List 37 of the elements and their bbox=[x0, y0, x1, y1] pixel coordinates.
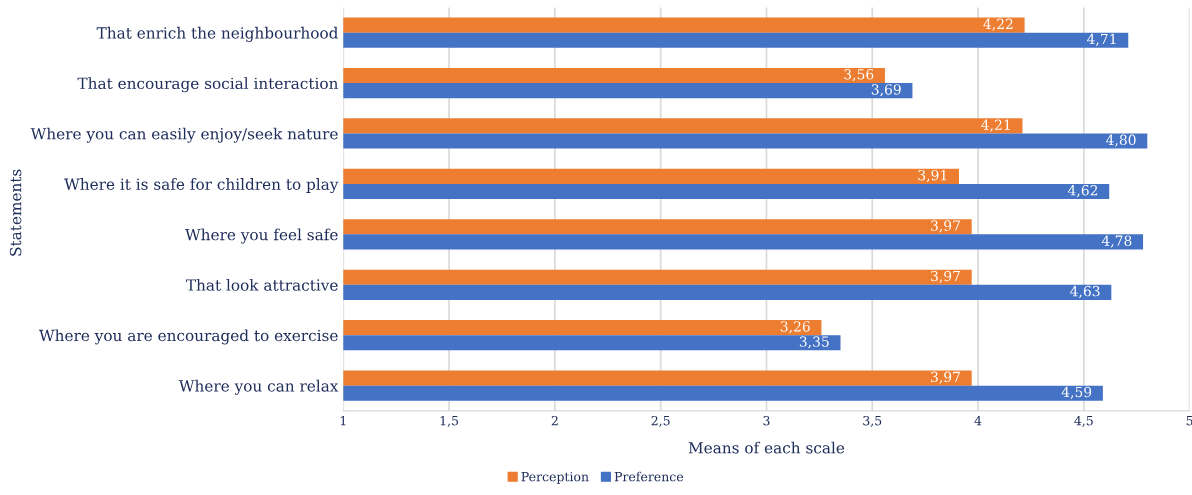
data-label: 4,63 bbox=[1070, 285, 1100, 299]
data-label: 3,97 bbox=[931, 270, 960, 283]
data-label: 4,78 bbox=[1101, 235, 1132, 248]
y-tick-label: That enrich the neighbourhood bbox=[96, 26, 338, 42]
y-tick-label: Where it is safe for children to play bbox=[64, 178, 339, 194]
x-tick-label: 4,5 bbox=[1074, 415, 1093, 427]
x-tick-label: 5 bbox=[1186, 416, 1192, 426]
data-label: 4,21 bbox=[981, 119, 1010, 132]
data-label: 4,22 bbox=[983, 18, 1013, 31]
data-label: 4,62 bbox=[1067, 185, 1098, 198]
y-tick-label: That look attractive bbox=[186, 278, 338, 291]
x-axis-title: Means of each scale bbox=[688, 441, 845, 454]
x-tick-label: 4 bbox=[974, 415, 982, 426]
y-tick-label: Where you feel safe bbox=[185, 228, 338, 244]
data-label: 3,35 bbox=[799, 336, 829, 349]
legend-label: Preference bbox=[614, 471, 684, 482]
y-tick-label: Where you are encouraged to exercise bbox=[39, 329, 338, 345]
data-label: 4,80 bbox=[1106, 134, 1136, 147]
x-tick-label: 2,5 bbox=[651, 415, 670, 427]
y-tick-label: Where you can easily enjoy/seek nature bbox=[30, 127, 338, 143]
y-tick-label: Where you can relax bbox=[178, 379, 339, 395]
data-label: 3,69 bbox=[871, 84, 901, 97]
data-label: 3,97 bbox=[931, 220, 960, 233]
x-tick-label: 2 bbox=[551, 415, 558, 426]
data-label: 3,97 bbox=[931, 371, 960, 384]
data-label: 4,59 bbox=[1061, 386, 1092, 399]
x-tick-label: 1 bbox=[340, 415, 346, 426]
x-tick-label: 3 bbox=[763, 415, 770, 426]
x-tick-label: 1,5 bbox=[440, 415, 459, 427]
data-label: 3,91 bbox=[918, 169, 947, 183]
y-axis-title: Statements bbox=[9, 169, 22, 256]
data-label: 3,56 bbox=[844, 69, 874, 82]
legend-label: Perception bbox=[521, 471, 589, 484]
x-tick-label: 3,5 bbox=[863, 415, 882, 427]
data-label: 4,71 bbox=[1087, 33, 1116, 46]
y-tick-label: That encourage social interaction bbox=[77, 77, 339, 93]
data-label: 3,26 bbox=[780, 321, 810, 334]
